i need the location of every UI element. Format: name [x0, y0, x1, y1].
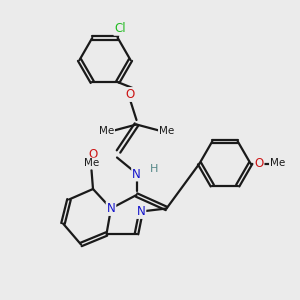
Text: N: N — [136, 205, 146, 218]
Text: Cl: Cl — [114, 22, 126, 35]
Text: Me: Me — [99, 125, 114, 136]
Text: Me: Me — [159, 125, 174, 136]
Text: O: O — [126, 88, 135, 101]
Text: N: N — [132, 167, 141, 181]
Text: O: O — [254, 157, 263, 170]
Text: O: O — [88, 148, 98, 161]
Text: H: H — [150, 164, 159, 175]
Text: Me: Me — [270, 158, 285, 169]
Text: Me: Me — [84, 158, 99, 169]
Text: N: N — [106, 202, 116, 215]
